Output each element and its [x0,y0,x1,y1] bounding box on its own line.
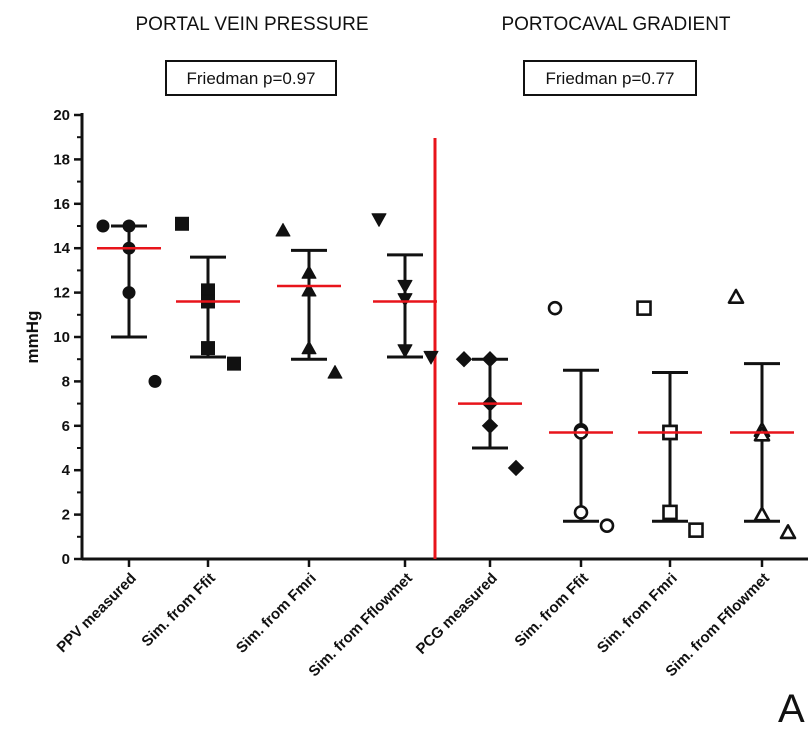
series-group [96,219,162,388]
data-point [96,219,110,233]
data-point [507,459,525,477]
y-tick-label: 0 [62,551,70,568]
group-title-portal-vein-pressure: PORTAL VEIN PRESSURE [136,14,369,35]
group-title-portocaval-gradient: PORTOCAVAL GRADIENT [501,14,730,35]
series-group [175,216,241,371]
data-point [122,286,136,300]
y-tick-label: 18 [53,151,70,168]
data-point [636,300,652,316]
series-group [547,300,615,534]
data-point [455,350,473,368]
data-point [662,504,678,521]
data-point [201,341,215,356]
data-point [175,216,189,231]
data-point [547,300,563,316]
x-category-label: Sim. from Fmri [594,570,681,657]
y-tick-label: 10 [53,329,70,346]
data-point [688,522,704,538]
y-tick-label: 4 [62,462,71,479]
y-axis-ticks: 0 2 4 6 8 10 12 14 16 18 20 [53,107,82,568]
x-category-label: Sim. from Fflowmet [662,570,772,680]
series-group [455,350,525,477]
stat-text-pcg: Friedman p=0.77 [546,69,675,88]
data-point [397,279,413,294]
data-point [753,506,771,522]
x-category-label: Sim. from Fmri [233,570,320,657]
x-category-label: Sim. from Ffit [511,570,591,650]
y-tick-label: 14 [53,240,70,257]
stat-boxes: Friedman p=0.97 Friedman p=0.77 [165,60,697,96]
data-point [397,344,413,358]
panel-letter: A [778,687,805,731]
stat-text-ppv: Friedman p=0.97 [187,69,316,88]
axes [80,113,808,561]
data-point [779,524,797,540]
data-point [301,282,317,297]
data-point [599,518,615,534]
y-tick-label: 2 [62,507,70,524]
series-group [636,300,704,538]
series-group [371,213,439,365]
series-group [727,288,797,540]
group-titles: PORTAL VEIN PRESSURE PORTOCAVAL GRADIENT [136,14,731,35]
series-group [275,222,343,379]
data-point [423,350,439,365]
x-category-label: Sim. from Ffit [138,570,218,650]
data-point [753,426,771,442]
data-point [301,340,317,355]
data-point [227,356,241,371]
y-axis-label: mmHg [23,311,42,364]
y-tick-label: 8 [62,373,70,390]
x-category-label: PPV measured [54,570,140,656]
stat-box-pcg [523,60,697,96]
data-point [371,213,387,227]
data-point [327,365,343,379]
data-point [122,219,136,233]
y-tick-label: 6 [62,418,70,435]
x-category-label: PCG measured [413,570,501,658]
x-category-label: Sim. from Fflowmet [305,570,415,680]
data-point [397,293,413,307]
y-tick-label: 20 [53,107,70,124]
plot-area [96,213,797,540]
data-point [481,350,499,368]
data-point [481,417,499,435]
y-tick-label: 16 [53,196,70,213]
data-point [148,374,162,388]
data-point [727,288,745,304]
data-point [301,265,317,279]
data-point [573,505,589,520]
y-tick-label: 12 [53,285,70,302]
stat-box-ppv [165,60,337,96]
data-point [275,222,291,237]
